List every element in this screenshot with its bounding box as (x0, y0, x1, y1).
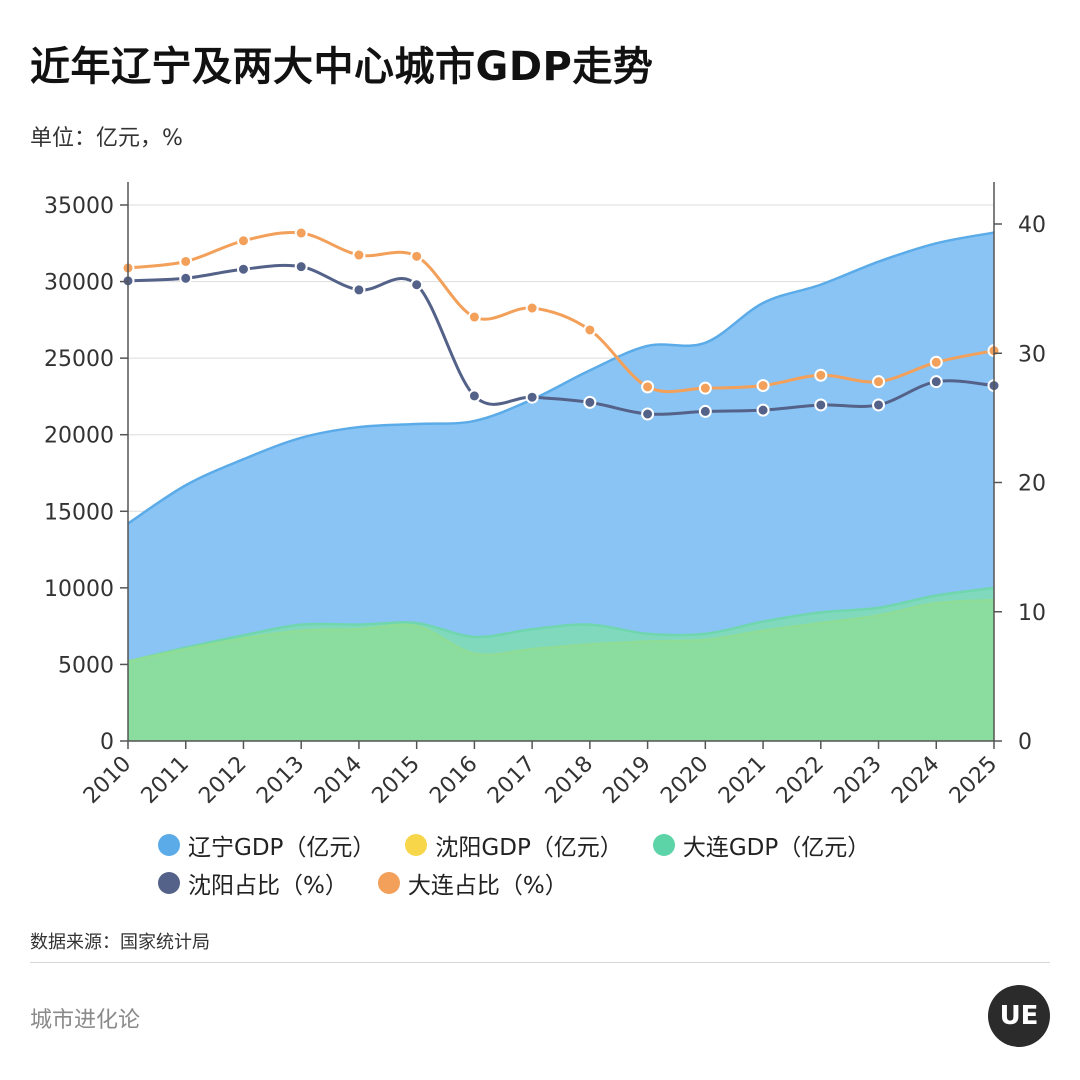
point-shenyang-share (525, 390, 539, 404)
legend-item-dalian-share[interactable]: 大连占比（%） (377, 866, 568, 900)
point-dalian-share (698, 381, 712, 395)
y-tick-label-right: 30 (1018, 342, 1046, 367)
legend: 辽宁GDP（亿元） 沈阳GDP（亿元） 大连GDP（亿元） 沈阳占比（%） 大连… (158, 826, 978, 902)
area-shenyang-gdp (128, 600, 994, 741)
point-shenyang-share (410, 278, 424, 292)
x-tick-label: 2013 (252, 752, 309, 809)
y-tick-label-left: 10000 (44, 577, 114, 602)
gdp-chart: 0 5000 10000 15000 20000 25000 30000 35000 0 10 20… (44, 182, 1046, 809)
point-shenyang-share (814, 398, 828, 412)
point-dalian-share (756, 379, 770, 393)
x-tick-label: 2022 (772, 752, 829, 809)
chart-title: 近年辽宁及两大中心城市GDP走势 (30, 44, 654, 90)
legend-item-shenyang-gdp[interactable]: 沈阳GDP（亿元） (405, 828, 623, 862)
y-tick-label-left: 35000 (44, 194, 114, 219)
point-shenyang-share (756, 403, 770, 417)
y-tick-label-left: 25000 (44, 347, 114, 372)
divider (30, 962, 1050, 963)
y-tick-label-right: 40 (1018, 213, 1046, 238)
unit-note: 单位：亿元，% (30, 126, 183, 151)
x-tick-label: 2025 (945, 752, 1002, 809)
legend-item-shenyang-share[interactable]: 沈阳占比（%） (158, 866, 348, 900)
point-dalian-share (294, 226, 308, 240)
legend-label: 辽宁GDP（亿元） (188, 835, 376, 861)
x-tick-label: 2018 (541, 752, 598, 809)
legend-label: 沈阳占比（%） (188, 873, 348, 899)
y-tick-label-right: 20 (1018, 472, 1046, 497)
point-dalian-share (410, 249, 424, 263)
point-shenyang-share (929, 375, 943, 389)
area-liaoning-gdp-edge (127, 231, 995, 525)
area-dalian-gdp-edge (127, 586, 995, 663)
x-tick-label: 2017 (483, 752, 540, 809)
y-tick-label-right: 0 (1018, 730, 1032, 755)
x-tick-label: 2023 (830, 752, 887, 809)
legend-row-1: 辽宁GDP（亿元） 沈阳GDP（亿元） 大连GDP（亿元） (158, 826, 978, 864)
point-shenyang-share (236, 262, 250, 276)
point-shenyang-share (698, 404, 712, 418)
y-tick-label-right: 10 (1018, 601, 1046, 626)
x-tick-label: 2019 (599, 752, 656, 809)
x-tick-label: 2014 (310, 752, 367, 809)
y-tick-label-left: 0 (100, 730, 114, 755)
legend-dot (377, 872, 400, 894)
x-tick-label: 2020 (656, 752, 713, 809)
area-liaoning-gdp (128, 232, 994, 741)
y-tick-label-left: 20000 (44, 424, 114, 449)
legend-dot (405, 834, 428, 856)
legend-row-2: 沈阳占比（%） 大连占比（%） (158, 864, 978, 902)
y-tick-label-left: 15000 (44, 500, 114, 525)
area-shenyang-gdp-edge (127, 598, 995, 663)
point-dalian-share (872, 375, 886, 389)
point-dalian-share (467, 310, 481, 324)
line-shenyang-share (127, 263, 995, 416)
point-shenyang-share (467, 389, 481, 403)
point-dalian-share (929, 355, 943, 369)
point-dalian-share (236, 234, 250, 248)
point-shenyang-share (294, 260, 308, 274)
legend-label: 大连GDP（亿元） (682, 835, 871, 861)
y-tick-label-left: 5000 (58, 653, 114, 678)
brand-name: 城市进化论 (30, 1008, 141, 1033)
legend-item-liaoning-gdp[interactable]: 辽宁GDP（亿元） (158, 828, 375, 862)
y-tick-label-left: 30000 (44, 271, 114, 296)
line-dalian-share (127, 231, 995, 394)
point-dalian-share (179, 254, 193, 268)
x-tick-label: 2021 (714, 752, 771, 809)
legend-dot (158, 834, 180, 856)
brand-logo: UE (988, 985, 1050, 1047)
point-shenyang-share (583, 395, 597, 409)
point-shenyang-share (872, 398, 886, 412)
point-dalian-share (814, 368, 828, 382)
x-tick-label: 2016 (425, 752, 482, 809)
point-dalian-share (525, 301, 539, 315)
x-tick-label: 2024 (887, 752, 944, 809)
x-tick-label: 2010 (79, 752, 136, 809)
point-dalian-share (583, 323, 597, 337)
point-dalian-share (352, 248, 366, 262)
point-dalian-share (641, 380, 655, 394)
point-shenyang-share (641, 407, 655, 421)
point-shenyang-share (352, 283, 366, 297)
legend-item-dalian-gdp[interactable]: 大连GDP（亿元） (652, 828, 871, 862)
x-tick-label: 2012 (194, 752, 251, 809)
legend-label: 沈阳GDP（亿元） (435, 835, 623, 861)
x-tick-label: 2015 (368, 752, 425, 809)
point-shenyang-share (179, 271, 193, 285)
legend-dot (158, 872, 180, 894)
x-tick-label: 2011 (137, 752, 194, 809)
data-source: 数据来源：国家统计局 (30, 932, 210, 953)
legend-label: 大连占比（%） (407, 873, 568, 899)
legend-dot (652, 834, 675, 856)
